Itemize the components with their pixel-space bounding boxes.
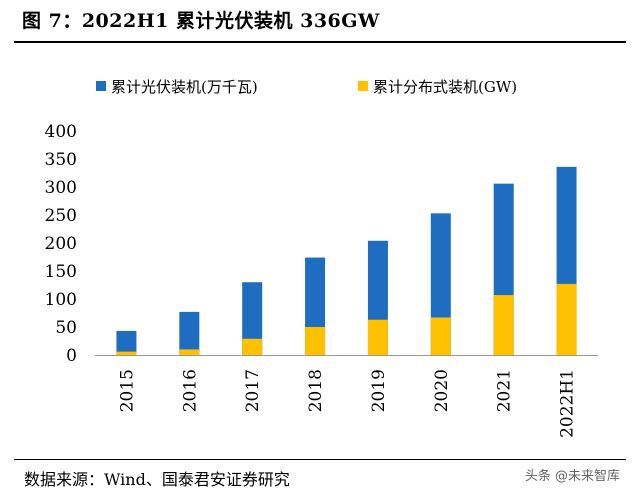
y-axis: 0 50 100 150 200 250 300 350 400 (45, 122, 77, 366)
y-tick-label: 150 (45, 262, 77, 282)
bar-distributed-2019 (367, 319, 388, 355)
source-note: 数据来源：Wind、国泰君安证券研究 (24, 470, 290, 489)
bar-distributed-2020 (430, 317, 451, 355)
legend: 累计光伏装机(万千瓦) 累计分布式装机(GW) (96, 78, 517, 96)
bar-distributed-2018 (305, 327, 326, 355)
x-tick-label: 2021 (495, 369, 515, 412)
bar-distributed-2015 (116, 351, 137, 355)
x-tick-label: 2018 (306, 369, 326, 412)
y-tick-label: 50 (55, 318, 77, 338)
y-tick-label: 0 (66, 346, 77, 366)
bar-distributed-2017 (242, 338, 263, 355)
y-tick-label: 300 (45, 178, 77, 198)
legend-label-total: 累计光伏装机(万千瓦) (111, 78, 258, 96)
figure-title: 图 7：2022H1 累计光伏装机 336GW (22, 10, 380, 32)
y-tick-label: 250 (45, 206, 77, 226)
x-tick-label: 2015 (117, 369, 137, 412)
bars (116, 166, 577, 355)
x-tick-label: 2016 (180, 369, 200, 412)
x-tick-label: 2020 (432, 369, 452, 412)
x-tick-label: 2017 (243, 369, 263, 412)
top-rule (14, 41, 626, 43)
bar-distributed-2022H1 (556, 283, 577, 355)
bar-distributed-2021 (493, 295, 514, 355)
x-tick-label: 2019 (369, 369, 389, 412)
bar-total-2017 (242, 282, 263, 355)
y-tick-label: 100 (45, 290, 77, 310)
x-axis: 2015 2016 2017 2018 2019 2020 2021 2022H1 (117, 369, 577, 438)
bar-total-2015 (116, 330, 137, 355)
legend-swatch-distributed (358, 81, 368, 91)
bar-total-2016 (179, 311, 200, 355)
y-tick-label: 400 (45, 122, 77, 142)
watermark: 头条 @未来智库 (524, 469, 620, 484)
bottom-rule (14, 459, 626, 460)
bar-distributed-2016 (179, 349, 200, 355)
x-tick-label: 2022H1 (558, 369, 578, 438)
y-tick-label: 350 (45, 150, 77, 170)
y-tick-label: 200 (45, 234, 77, 254)
legend-swatch-total (96, 81, 106, 91)
legend-label-distributed: 累计分布式装机(GW) (373, 78, 517, 96)
